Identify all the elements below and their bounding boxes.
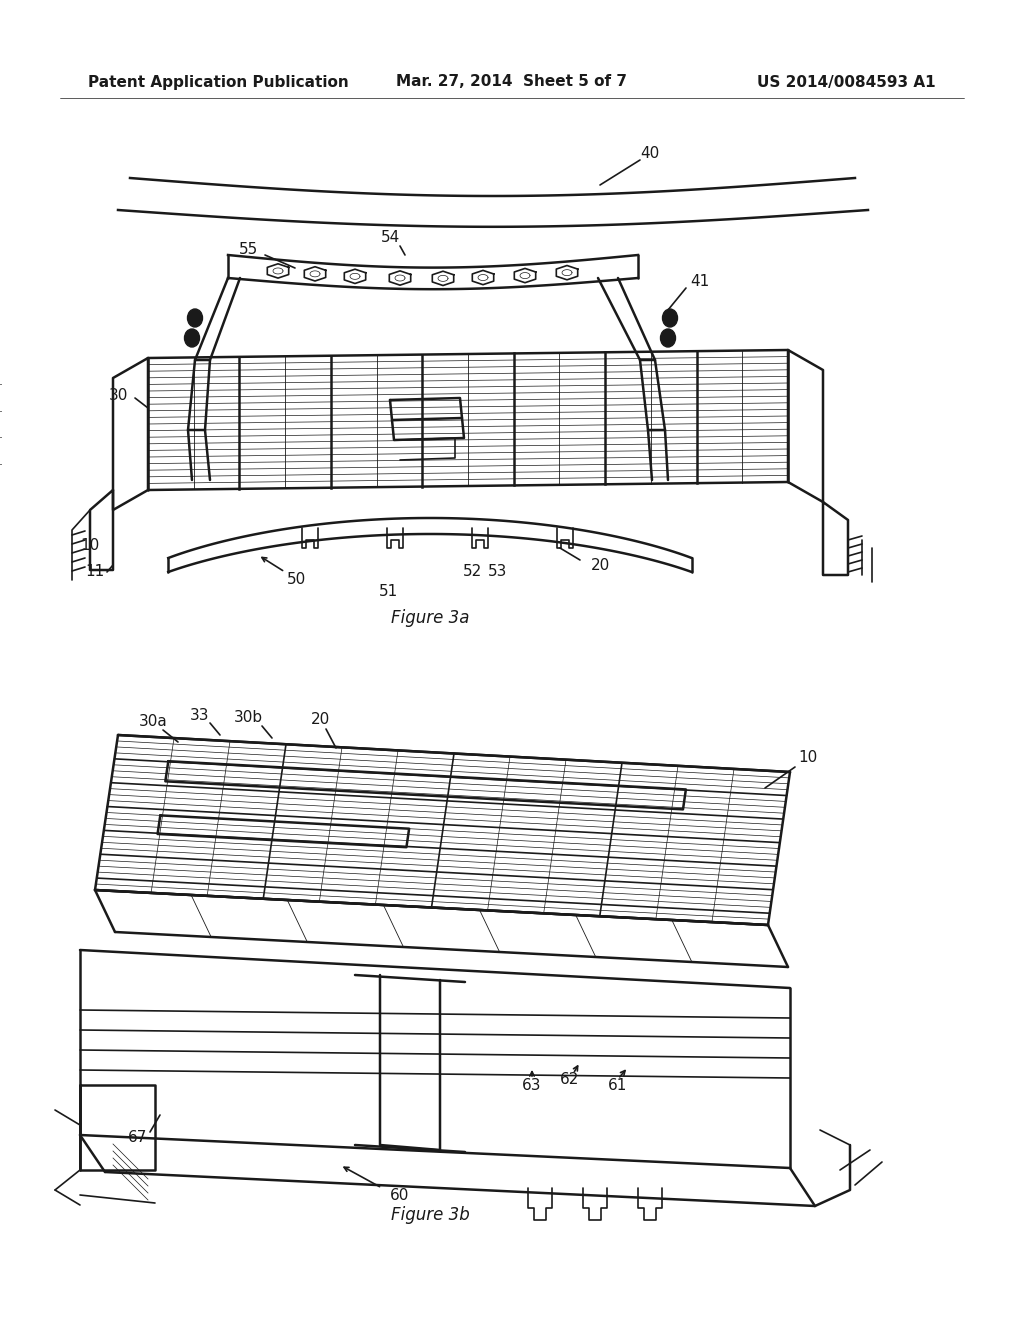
Text: 53: 53 (488, 565, 508, 579)
Text: 51: 51 (379, 585, 397, 599)
Ellipse shape (660, 329, 676, 347)
Text: 30: 30 (109, 388, 128, 403)
Text: Figure 3b: Figure 3b (390, 1206, 469, 1224)
Ellipse shape (663, 309, 678, 327)
Text: 30a: 30a (138, 714, 167, 730)
Text: 40: 40 (640, 145, 659, 161)
Text: 11: 11 (85, 565, 104, 579)
Text: 10: 10 (80, 537, 99, 553)
Text: 20: 20 (310, 713, 330, 727)
Text: US 2014/0084593 A1: US 2014/0084593 A1 (758, 74, 936, 90)
Text: 61: 61 (608, 1077, 628, 1093)
Ellipse shape (184, 329, 200, 347)
Text: 62: 62 (560, 1072, 580, 1088)
Text: 63: 63 (522, 1077, 542, 1093)
Text: 20: 20 (591, 557, 609, 573)
Text: Patent Application Publication: Patent Application Publication (88, 74, 349, 90)
Text: Figure 3a: Figure 3a (391, 609, 469, 627)
Text: 50: 50 (288, 573, 306, 587)
Text: 10: 10 (799, 751, 817, 766)
Text: 67: 67 (128, 1130, 147, 1146)
Text: 55: 55 (239, 243, 258, 257)
Text: 41: 41 (690, 275, 710, 289)
Text: 33: 33 (190, 708, 210, 722)
Text: 60: 60 (390, 1188, 410, 1203)
Text: Mar. 27, 2014  Sheet 5 of 7: Mar. 27, 2014 Sheet 5 of 7 (396, 74, 628, 90)
Text: 52: 52 (463, 565, 481, 579)
Text: 30b: 30b (233, 710, 262, 726)
Text: 54: 54 (380, 231, 399, 246)
Ellipse shape (187, 309, 203, 327)
